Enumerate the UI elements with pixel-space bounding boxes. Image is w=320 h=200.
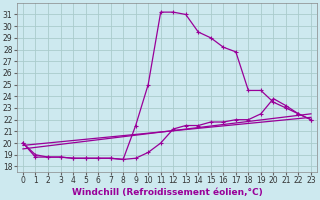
X-axis label: Windchill (Refroidissement éolien,°C): Windchill (Refroidissement éolien,°C) bbox=[72, 188, 262, 197]
